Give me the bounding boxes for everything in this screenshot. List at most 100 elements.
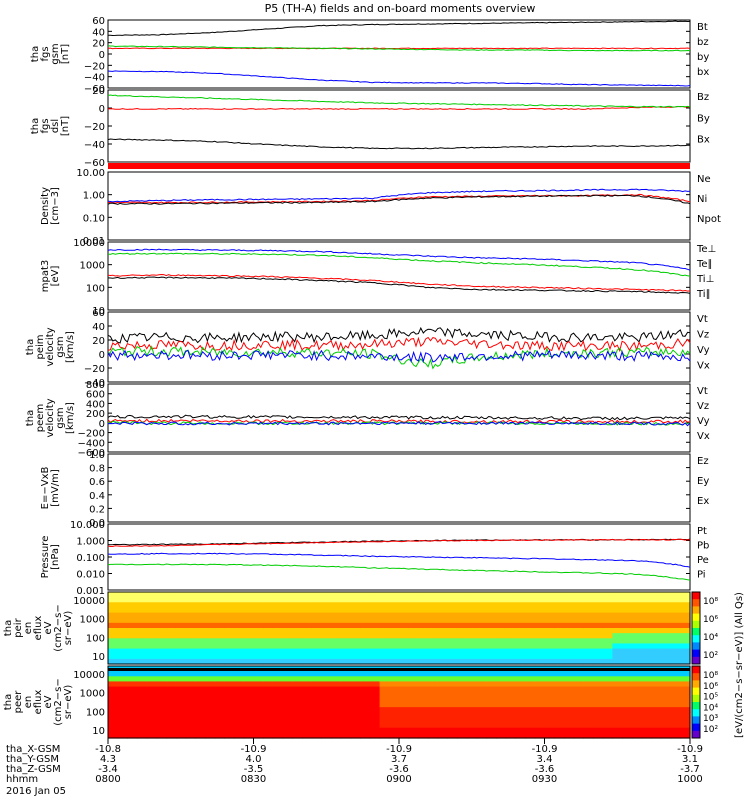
spectrogram-cell <box>486 612 497 619</box>
spectrogram-cell <box>321 607 332 614</box>
spectrogram-cell <box>563 617 575 624</box>
spectrogram-cell <box>583 676 594 683</box>
spectrogram-cell <box>282 727 293 734</box>
spectrogram-cell <box>146 722 158 729</box>
spectrogram-cell <box>350 712 361 719</box>
y-axis-label-line: mpat3 <box>40 260 51 293</box>
spectrogram-cell <box>583 732 594 739</box>
spectrogram-cell <box>602 691 613 698</box>
series-Vx <box>107 349 691 363</box>
spectrogram-cell <box>224 702 235 708</box>
spectrogram-cell <box>641 607 652 614</box>
spectrogram-cell <box>670 712 681 719</box>
spectrogram-cell <box>253 622 264 629</box>
spectrogram-cell <box>563 633 575 639</box>
spectrogram-cell <box>282 732 293 739</box>
spectrogram-cell <box>127 612 138 619</box>
spectrogram-cell <box>544 686 555 693</box>
spectrogram-cell <box>205 702 216 708</box>
spectrogram-cell <box>641 638 652 645</box>
spectrogram-cell <box>505 612 516 619</box>
y-tick-label: −200 <box>78 429 105 440</box>
spectrogram-cell <box>379 712 390 719</box>
spectrogram-cell <box>224 727 235 734</box>
spectrogram-cell <box>127 633 138 639</box>
spectrogram-cell <box>108 607 119 614</box>
spectrogram-cell <box>408 727 419 734</box>
spectrogram-cell <box>185 671 196 677</box>
spectrogram-cell <box>195 643 206 650</box>
spectrogram-cell <box>302 633 313 639</box>
spectrogram-cell <box>505 717 516 724</box>
colorbar-label: [eV/(cm2−s−sr−eV)] (All Qs) <box>734 592 745 738</box>
spectrogram-cell <box>593 633 604 639</box>
spectrogram-cell <box>389 686 400 693</box>
spectrogram-cell <box>593 676 604 683</box>
spectrogram-cell <box>583 648 594 655</box>
spectrogram-cell <box>166 691 177 698</box>
legend-Pt: Pt <box>697 526 707 537</box>
spectrogram-cell <box>505 696 516 703</box>
spectrogram-cell <box>437 732 449 739</box>
spectrogram-cell <box>340 638 352 645</box>
spectrogram-cell <box>612 612 623 619</box>
y-axis-label-line: [eV] <box>50 266 61 287</box>
y-axis-label-line: peim <box>35 334 46 359</box>
spectrogram-cell <box>466 732 478 739</box>
spectrogram-cell <box>224 643 235 650</box>
legend-Vy: Vy <box>697 416 710 427</box>
spectrogram-cell <box>408 691 419 698</box>
spectrogram-cell <box>331 686 342 693</box>
spectrogram-cell <box>622 691 633 698</box>
spectrogram-cell <box>389 676 400 683</box>
series-Vt <box>107 414 691 421</box>
spectrogram-cell <box>408 643 419 650</box>
spectrogram-cell <box>641 702 652 708</box>
spectrogram-cell <box>399 653 410 660</box>
series-Bt <box>107 20 691 37</box>
spectrogram-cell <box>108 602 119 609</box>
spectrogram-cell <box>670 607 681 614</box>
spectrogram-cell <box>243 696 255 703</box>
spectrogram-cell <box>253 676 264 683</box>
spectrogram-cell <box>185 686 196 693</box>
spectrogram-cell <box>457 712 468 719</box>
spectrogram-cell <box>534 727 546 734</box>
spectrogram-cell <box>563 628 575 634</box>
spectrogram-cell <box>583 722 594 729</box>
spectrogram-cell <box>224 696 235 703</box>
spectrogram-cell <box>263 696 274 703</box>
colorbar-segment <box>692 649 700 658</box>
spectrogram-cell <box>660 638 672 645</box>
legend-Vt: Vt <box>697 386 708 397</box>
spectrogram-cell <box>360 671 371 677</box>
spectrogram-cell <box>340 597 352 603</box>
spectrogram-cell <box>399 628 410 634</box>
spectrogram-cell <box>437 643 449 650</box>
spectrogram-cell <box>525 722 536 729</box>
spectrogram-cell <box>311 643 322 650</box>
spectrogram-cell <box>350 648 361 655</box>
spectrogram-cell <box>108 717 119 724</box>
y-tick-label: −40 <box>84 73 105 84</box>
spectrogram-cell <box>292 622 303 629</box>
spectrogram-cell <box>263 722 274 729</box>
y-axis-label-line: fgs <box>40 46 51 61</box>
colorbar-segment <box>692 666 700 674</box>
spectrogram-cell <box>253 628 264 634</box>
spectrogram-cell <box>573 592 584 598</box>
spectrogram-cell <box>360 597 371 603</box>
spectrogram-cell <box>117 658 128 665</box>
spectrogram-cell <box>350 717 361 724</box>
spectrogram-cell <box>360 602 371 609</box>
spectrogram-cell <box>117 707 128 713</box>
spectrogram-cell <box>302 676 313 683</box>
orbit-row-value: 3.4 <box>537 754 553 765</box>
spectrogram-cell <box>243 617 255 624</box>
spectrogram-cell <box>292 602 303 609</box>
series-Te∥ <box>107 276 691 294</box>
spectrogram-cell <box>263 638 274 645</box>
spectrogram-cell <box>379 612 390 619</box>
spectrogram-cell <box>408 597 419 603</box>
